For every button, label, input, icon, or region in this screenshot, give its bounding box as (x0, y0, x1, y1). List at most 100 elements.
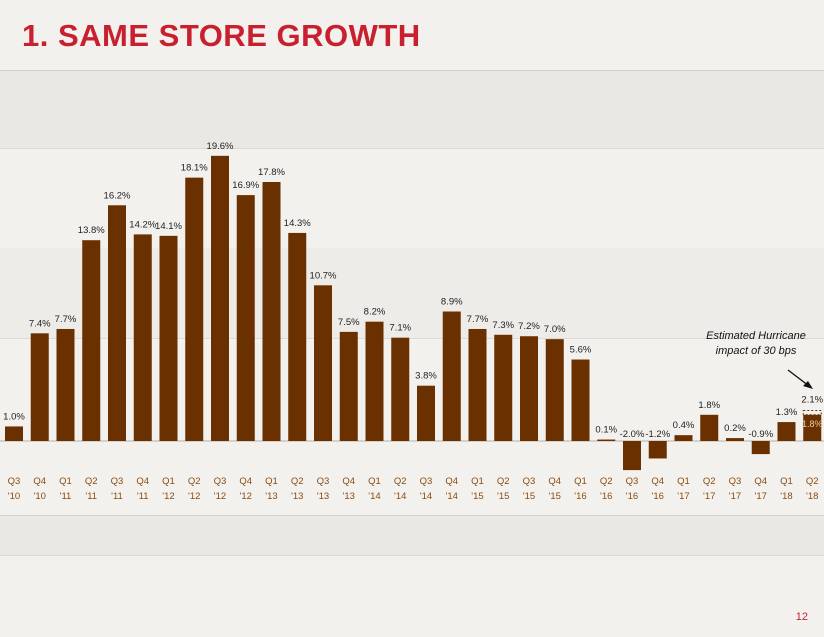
hurricane-adjustment-outline (802, 409, 822, 416)
x-tick-label: Q1 (265, 476, 278, 487)
x-tick-label: Q4 (548, 476, 561, 487)
bar (5, 426, 23, 441)
data-label-inner: 1.8% (802, 419, 823, 429)
x-tick-label: Q1 (59, 476, 72, 487)
x-tick-label: Q2 (188, 476, 201, 487)
bar (262, 182, 281, 441)
x-tick-label: Q2 (497, 476, 510, 487)
bar (417, 385, 435, 441)
x-tick-label: '10 (34, 491, 46, 502)
data-label: 14.3% (284, 218, 311, 229)
bar (623, 441, 641, 471)
annotation-arrow (787, 369, 810, 387)
x-tick-label: Q4 (651, 476, 664, 487)
bar (726, 438, 744, 441)
x-tick-label: Q4 (136, 476, 149, 487)
x-tick-label: Q1 (677, 476, 690, 487)
x-tick-label: Q4 (445, 476, 458, 487)
bar (314, 285, 332, 441)
data-label: 7.0% (544, 324, 566, 335)
x-tick-label: Q1 (471, 476, 484, 487)
data-label: 14.1% (155, 221, 182, 232)
bar (648, 441, 667, 459)
x-tick-label: '17 (755, 491, 767, 502)
x-tick-label: '12 (162, 491, 174, 502)
x-tick-label: '14 (420, 491, 432, 502)
x-tick-label: '13 (291, 491, 303, 502)
x-tick-label: Q4 (342, 476, 355, 487)
x-tick-label: Q3 (317, 476, 330, 487)
x-tick-label: '13 (265, 491, 277, 502)
x-tick-label: '18 (780, 491, 792, 502)
data-label: 0.4% (673, 420, 695, 431)
data-label: 7.7% (467, 314, 489, 325)
data-label: 16.2% (104, 190, 131, 201)
data-label: 7.7% (55, 314, 77, 325)
x-tick-label: Q1 (368, 476, 381, 487)
bar (751, 441, 770, 455)
x-tick-label: '17 (677, 491, 689, 502)
x-tick-label: '16 (626, 491, 638, 502)
x-tick-label: '16 (600, 491, 612, 502)
data-label: 1.8% (698, 400, 720, 411)
plank-seam (0, 338, 824, 339)
x-tick-label: '14 (394, 491, 406, 502)
x-tick-label: Q2 (85, 476, 98, 487)
data-label: 16.9% (232, 180, 259, 191)
data-label: 0.2% (724, 423, 746, 434)
data-label: -2.0% (620, 429, 645, 440)
x-tick-label: Q3 (8, 476, 21, 487)
data-label: 7.1% (389, 323, 411, 334)
x-tick-label: '13 (317, 491, 329, 502)
x-tick-label: Q2 (703, 476, 716, 487)
x-tick-label: Q3 (729, 476, 742, 487)
data-label: 7.5% (338, 317, 360, 328)
x-tick-label: '14 (446, 491, 458, 502)
bar (108, 205, 126, 441)
bar (288, 232, 307, 441)
data-label: 19.6% (207, 141, 234, 152)
bar (30, 333, 49, 441)
data-label: 8.2% (364, 307, 386, 318)
annotation-text: impact of 30 bps (716, 345, 797, 357)
x-tick-label: Q3 (420, 476, 433, 487)
bar (133, 234, 152, 441)
data-label: 18.1% (181, 163, 208, 174)
x-tick-label: Q4 (33, 476, 46, 487)
x-tick-label: '15 (549, 491, 561, 502)
x-tick-label: Q1 (574, 476, 587, 487)
bar (82, 240, 101, 441)
data-label: 0.1% (595, 425, 617, 436)
data-label: 7.3% (492, 320, 514, 331)
slide-title: 1. SAME STORE GROWTH (22, 18, 421, 53)
x-tick-label: '16 (652, 491, 664, 502)
annotation-arrowhead (803, 381, 813, 389)
bar (391, 337, 410, 441)
x-tick-label: Q4 (239, 476, 252, 487)
x-tick-label: '12 (214, 491, 226, 502)
x-tick-label: Q2 (600, 476, 613, 487)
x-tick-label: Q1 (162, 476, 175, 487)
bar (777, 422, 796, 441)
bar (571, 359, 590, 441)
x-tick-label: Q1 (780, 476, 793, 487)
x-tick-label: '17 (703, 491, 715, 502)
x-tick-label: '15 (471, 491, 483, 502)
x-tick-label: Q3 (111, 476, 124, 487)
bar (56, 328, 75, 441)
bar (236, 195, 255, 441)
bar (185, 177, 204, 441)
data-label: -0.9% (748, 429, 773, 440)
x-tick-label: '12 (240, 491, 252, 502)
x-tick-label: '14 (368, 491, 380, 502)
data-label: 8.9% (441, 297, 463, 308)
x-tick-label: '11 (60, 491, 72, 502)
plank-seam (0, 555, 824, 556)
data-label: -1.2% (645, 429, 670, 440)
data-label: 5.6% (570, 345, 592, 356)
bar (468, 328, 487, 441)
x-tick-label: Q3 (523, 476, 536, 487)
bar (494, 334, 513, 441)
x-tick-label: '15 (523, 491, 535, 502)
